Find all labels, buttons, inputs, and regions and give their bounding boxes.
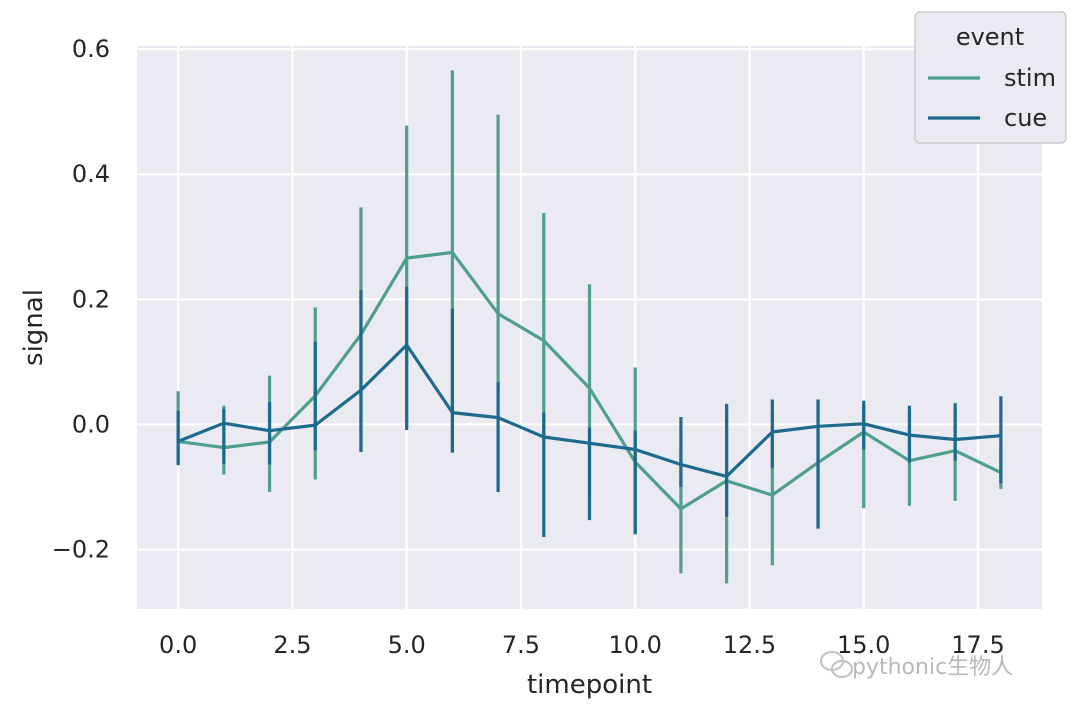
legend-label-stim: stim [1004,64,1056,92]
y-tick-label: 0.4 [72,160,110,188]
x-axis-ticks: 0.0 2.5 5.0 7.5 10.0 12.5 15.0 17.5 [159,631,1005,659]
legend: event stim cue [914,11,1067,144]
x-tick-label: 10.0 [608,631,661,659]
x-tick-label: 15.0 [837,631,890,659]
x-tick-label: 2.5 [273,631,311,659]
legend-label-cue: cue [1004,104,1047,132]
legend-box [914,11,1067,144]
watermark: pythonic生物人 [820,651,1013,680]
y-tick-label: 0.0 [72,410,110,438]
y-axis-ticks: −0.2 0.0 0.2 0.4 0.6 [52,35,110,563]
y-axis-title: signal [19,289,49,366]
x-tick-label: 0.0 [159,631,197,659]
x-tick-label: 12.5 [723,631,776,659]
x-tick-label: 17.5 [951,631,1004,659]
series-line-cue [177,343,1002,478]
legend-title: event [956,23,1024,51]
x-tick-label: 5.0 [388,631,426,659]
series-cue [176,286,1003,538]
y-tick-label: −0.2 [52,536,110,564]
watermark-text: pythonic生物人 [852,655,1013,680]
x-axis-title: timepoint [527,670,652,700]
y-tick-label: 0.6 [72,35,110,63]
wechat-icon [820,651,853,678]
series-layer [176,70,1003,584]
y-tick-label: 0.2 [72,285,110,313]
x-tick-label: 7.5 [502,631,540,659]
